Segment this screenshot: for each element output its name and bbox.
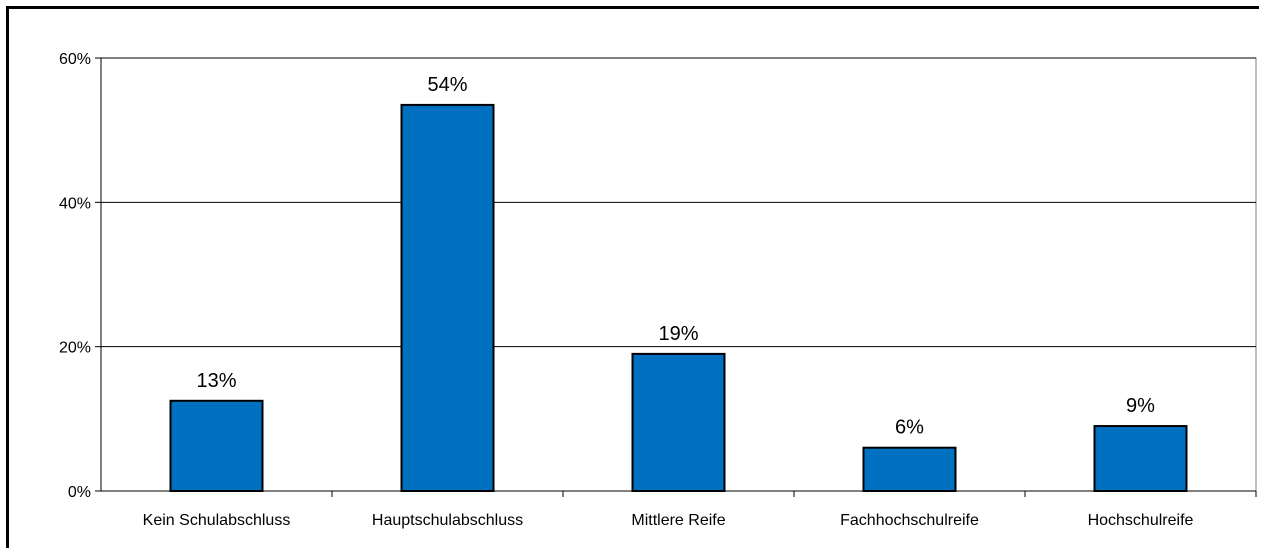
category-labels: Kein Schulabschluss Hauptschulabschluss Mi… (143, 512, 1194, 529)
bar (1093, 425, 1188, 492)
category-label: Hochschulreife (1088, 512, 1194, 529)
data-labels: 13% 54% 19% 6% 9% (196, 74, 1155, 439)
bar (631, 352, 726, 492)
category-label: Hauptschulabschluss (372, 512, 523, 529)
bar (862, 446, 957, 493)
category-label: Kein Schulabschluss (143, 512, 291, 529)
y-tick-label: 20% (59, 340, 91, 357)
bars (169, 103, 1188, 493)
x-ticks (331, 491, 1257, 497)
category-label: Fachhochschulreife (840, 512, 979, 529)
bar (169, 399, 264, 492)
y-tick-label: 60% (59, 51, 91, 68)
data-label: 19% (658, 323, 698, 345)
data-label: 13% (196, 370, 236, 392)
y-tick-label: 40% (59, 195, 91, 212)
bar (400, 103, 495, 493)
gridlines (101, 57, 1256, 348)
data-label: 9% (1126, 395, 1155, 417)
y-tick-label: 0% (68, 484, 91, 501)
data-label: 6% (895, 417, 924, 439)
category-label: Mittlere Reife (631, 512, 725, 529)
y-ticks: 0% 20% 40% 60% (59, 51, 101, 501)
data-label: 54% (427, 74, 467, 96)
